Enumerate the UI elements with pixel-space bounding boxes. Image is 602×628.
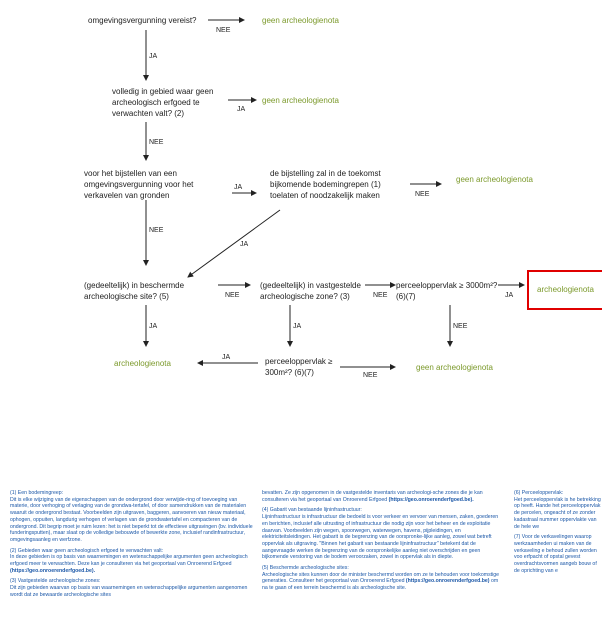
note-5-link[interactable]: (https://geo.onroerenderfgoed.be): [405, 578, 490, 585]
note-3-continued: bevatten. Ze zijn opgenomen in de vastge…: [262, 490, 483, 503]
label-nee-q6: NEE: [453, 323, 468, 330]
question-bijstellen: voor het bijstellen van een omgevingsver…: [84, 169, 194, 200]
result-geen-archeologienota-1: geen archeologienota: [262, 16, 339, 25]
note-3-title: (3) Vastgestelde archeologische zones:: [10, 578, 101, 585]
archeologienota-highlight-box: [527, 270, 602, 310]
note-1-title: (1) Een bodemingreep:: [10, 490, 64, 496]
result-geen-archeologienota-3: geen archeologienota: [456, 175, 533, 184]
label-nee-q3b: NEE: [415, 191, 430, 198]
note-4-text: Lijninfrastructuur is infrastructuur die…: [262, 514, 499, 561]
result-archeologienota-highlighted: archeologienota: [537, 285, 594, 294]
label-ja-q4: JA: [149, 323, 158, 330]
label-nee-q4: NEE: [225, 292, 240, 299]
note-1-text: Dit is elke wijziging van de eigenschapp…: [10, 496, 253, 543]
note-5-title: (5) Beschermde archeologische sites:: [262, 565, 349, 572]
label-nee-q3: NEE: [149, 227, 164, 234]
result-geen-archeologienota-2: geen archeologienota: [262, 96, 339, 105]
question-vastgestelde-zone: (gedeeltelijk) in vastgestelde archeolog…: [260, 281, 361, 301]
label-nee-q2: NEE: [149, 139, 164, 146]
label-ja-q5: JA: [293, 323, 302, 330]
question-omgevingsvergunning: omgevingsvergunning vereist?: [88, 16, 197, 25]
label-nee-q1: NEE: [216, 27, 231, 34]
label-ja-q6: JA: [505, 292, 514, 299]
footnotes-column-3: (6) Perceeloppervlak: Het perceeloppervl…: [514, 490, 602, 628]
label-ja-q2: JA: [237, 106, 246, 113]
note-2-link[interactable]: (https://geo.onroerenderfgoed.be).: [10, 567, 96, 574]
result-geen-archeologienota-4: geen archeologienota: [416, 363, 493, 372]
label-ja-q3b: JA: [240, 241, 249, 248]
label-nee-q5: NEE: [373, 292, 388, 299]
label-ja-q3: JA: [234, 184, 243, 191]
result-archeologienota: archeologienota: [114, 359, 171, 368]
footnotes-column-1: (1) Een bodemingreep: Dit is elke wijzig…: [10, 490, 254, 628]
note-6-title: (6) Perceeloppervlak:: [514, 490, 564, 496]
arrow-q3b-ja-diag: [187, 209, 281, 278]
note-2-text: In deze gebieden is op basis van waarnem…: [10, 554, 248, 568]
footnotes-column-2: bevatten. Ze zijn opgenomen in de vastge…: [262, 490, 504, 628]
question-bijstelling-bodemingrepen: de bijstelling zal in de toekomst bijkom…: [270, 169, 381, 200]
question-geen-erfgoed: volledig in gebied waar geen archeologis…: [112, 87, 214, 118]
note-3-link[interactable]: (https://geo.onroerenderfgoed.be).: [388, 496, 474, 503]
question-beschermde-site: (gedeeltelijk) in beschermde archeologis…: [84, 281, 185, 301]
label-nee-q7: NEE: [363, 372, 378, 379]
note-6-text: Het perceeloppervlak is he betrekking op…: [514, 496, 601, 530]
note-5-tail: om na te gaan of een terrein beschermd i…: [262, 578, 499, 592]
label-ja-q7: JA: [222, 354, 231, 361]
note-3-text: Dit zijn gebieden waarvan op basis van w…: [10, 585, 248, 598]
label-ja-q1: JA: [149, 53, 158, 60]
note-7-text: (7) Voor de verkavelingen waarop werkzaa…: [514, 534, 597, 574]
note-5-text: Archeologische sites kunnen door de mini…: [262, 571, 500, 585]
note-4-title: (4) Gabarit van bestaande lijninfrastruc…: [262, 507, 362, 514]
note-2-title: (2) Gebieden waar geen archeologisch erf…: [10, 547, 164, 554]
question-perceeloppervlak-3000: perceeloppervlak ≥ 3000m²? (6)(7): [396, 281, 498, 301]
question-perceeloppervlak-300: perceeloppervlak ≥ 300m²? (6)(7): [265, 357, 333, 377]
